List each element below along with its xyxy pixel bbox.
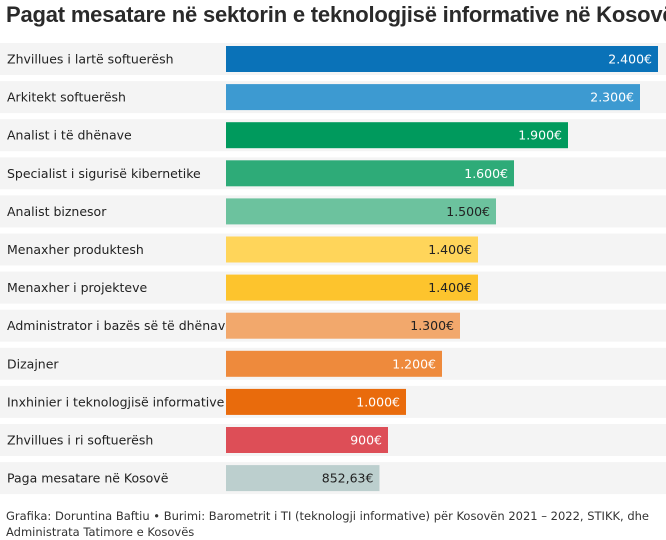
value-label: 2.300€ <box>590 90 634 105</box>
bar <box>226 350 442 377</box>
value-label: 2.400€ <box>608 52 652 67</box>
bar <box>226 84 640 111</box>
category-label: Analist i të dhënave <box>7 128 132 143</box>
bar <box>226 465 380 492</box>
bar <box>226 122 568 149</box>
bar <box>226 274 478 301</box>
value-label: 1.400€ <box>428 280 472 295</box>
category-label: Zhvillues i lartë softuerësh <box>7 52 174 67</box>
chart-title: Pagat mesatare në sektorin e teknologjis… <box>6 2 666 27</box>
category-label: Inxhinier i teknologjisë informative <box>7 394 225 409</box>
bar <box>226 388 406 415</box>
category-label: Menaxher produktesh <box>7 242 144 257</box>
category-label: Menaxher i projekteve <box>7 280 147 295</box>
value-label: 900€ <box>350 433 382 448</box>
value-label: 1.400€ <box>428 242 472 257</box>
bar-chart: Zhvillues i lartë softuerësh 2.400€ Arkite… <box>0 43 666 495</box>
value-label: 1.500€ <box>446 204 490 219</box>
bar <box>226 236 478 263</box>
category-label: Paga mesatare në Kosovë <box>7 471 169 486</box>
category-label: Specialist i sigurisë kibernetike <box>7 166 201 181</box>
bar <box>226 198 496 225</box>
category-label: Dizajner <box>7 356 59 371</box>
bar <box>226 427 388 453</box>
value-label: 1.000€ <box>356 394 400 409</box>
category-label: Arkitekt softuerësh <box>7 90 126 105</box>
value-label: 1.600€ <box>464 166 508 181</box>
category-label: Zhvillues i ri softuerësh <box>7 433 153 448</box>
bar <box>226 160 514 187</box>
value-label: 1.200€ <box>392 356 436 371</box>
bar <box>226 46 658 72</box>
bar <box>226 312 460 339</box>
value-label: 1.300€ <box>410 318 454 333</box>
value-label: 852,63€ <box>322 471 374 486</box>
category-label: Analist biznesor <box>7 204 107 219</box>
value-label: 1.900€ <box>518 128 562 143</box>
chart-source-footer: Grafika: Doruntina Baftiu • Burimi: Baro… <box>6 509 649 539</box>
category-label: Administrator i bazës së të dhënave <box>7 318 233 333</box>
